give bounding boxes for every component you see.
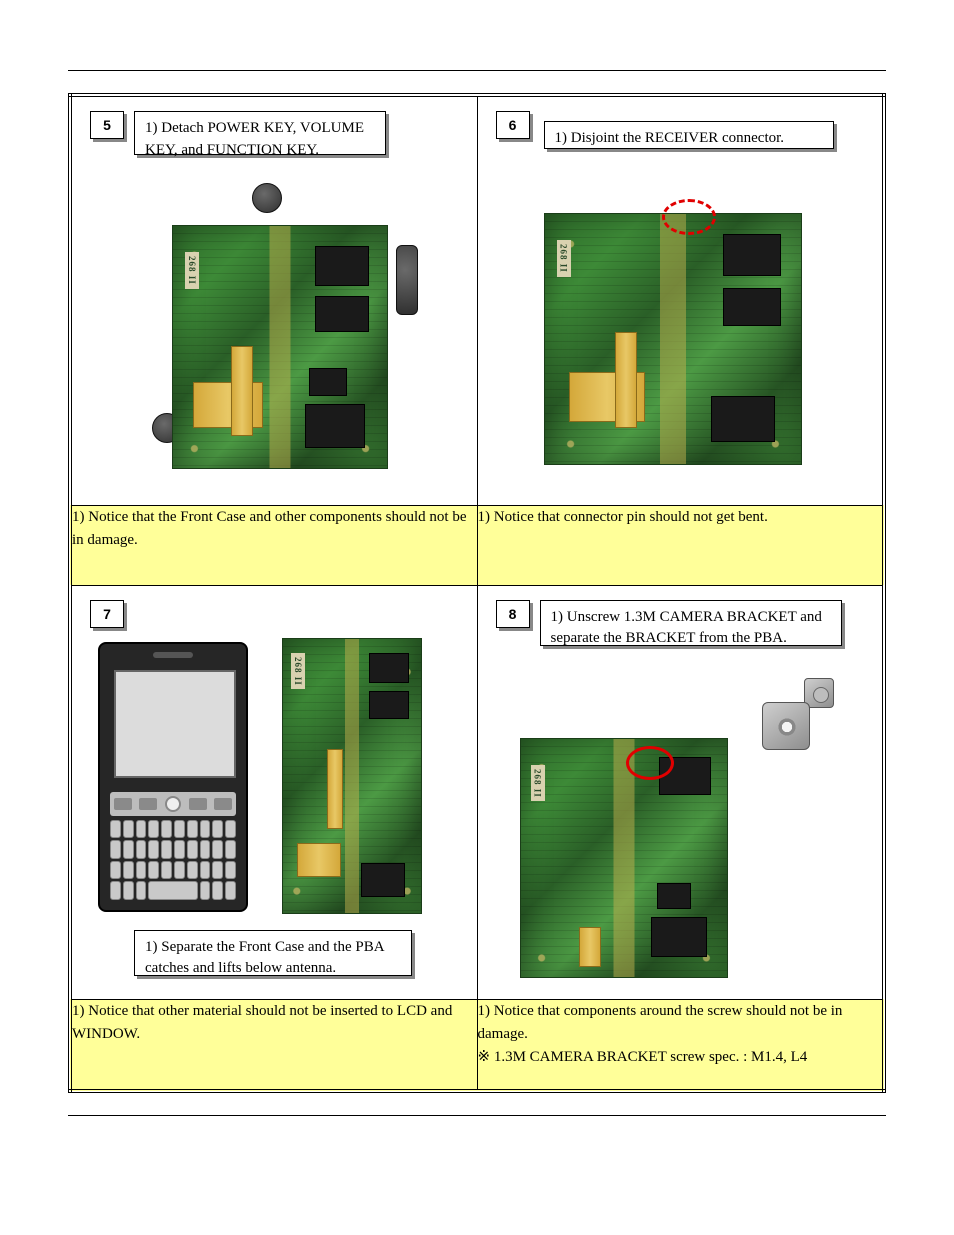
step-number-label: 5 xyxy=(90,111,124,139)
step-8-callout-text: 1) Unscrew 1.3M CAMERA BRACKET and separ… xyxy=(540,600,842,646)
step-7-number: 7 xyxy=(90,600,124,628)
step-8-number: 8 xyxy=(496,600,530,628)
step-5-pba-board: 268 II xyxy=(172,225,388,469)
board-marking: 268 II xyxy=(291,653,305,690)
step-8-note-line2: ※ 1.3M CAMERA BRACKET screw spec. : M1.4… xyxy=(478,1046,883,1069)
step-6-note: 1) Notice that connector pin should not … xyxy=(477,505,884,585)
camera-bracket-screw-highlight xyxy=(626,746,674,780)
step-5-note-text: 1) Notice that the Front Case and other … xyxy=(72,509,467,548)
step-number-label: 7 xyxy=(90,600,124,628)
camera-bracket-detached xyxy=(762,678,834,750)
power-key-detached xyxy=(252,183,282,213)
step-number-label: 6 xyxy=(496,111,530,139)
step-7-note-text: 1) Notice that other material should not… xyxy=(72,1003,452,1042)
step-7-callout: 1) Separate the Front Case and the PBA c… xyxy=(134,930,412,976)
qwerty-keyboard xyxy=(110,820,236,900)
board-marking: 268 II xyxy=(531,765,545,802)
page-bottom-rule xyxy=(68,1115,886,1116)
step-8-callout: 1) Unscrew 1.3M CAMERA BRACKET and separ… xyxy=(540,600,842,646)
step-6-pba-board: 268 II xyxy=(544,213,802,465)
step-7-callout-text: 1) Separate the Front Case and the PBA c… xyxy=(134,930,412,976)
step-6-number: 6 xyxy=(496,111,530,139)
step-7-note: 1) Notice that other material should not… xyxy=(70,999,477,1091)
step-6-note-text: 1) Notice that connector pin should not … xyxy=(478,509,768,525)
step-number-label: 8 xyxy=(496,600,530,628)
page-top-rule xyxy=(68,70,886,71)
step-5-cell: 5 1) Detach POWER KEY, VOLUME KEY, and F… xyxy=(70,95,477,505)
board-marking: 268 II xyxy=(557,240,571,277)
step-8-note-line1: 1) Notice that components around the scr… xyxy=(478,1000,883,1047)
step-6-cell: 6 1) Disjoint the RECEIVER connector. 26… xyxy=(477,95,884,505)
step-6-callout: 1) Disjoint the RECEIVER connector. xyxy=(544,121,834,149)
volume-key-detached xyxy=(396,245,418,315)
board-marking: 268 II xyxy=(185,252,199,289)
step-8-pba-board: 268 II xyxy=(520,738,728,978)
disassembly-steps-grid: 5 1) Detach POWER KEY, VOLUME KEY, and F… xyxy=(68,93,886,1093)
receiver-connector-highlight xyxy=(662,199,716,235)
step-5-note: 1) Notice that the Front Case and other … xyxy=(70,505,477,585)
step-7-cell: 7 268 II xyxy=(70,585,477,999)
step-5-number: 5 xyxy=(90,111,124,139)
step-8-note: 1) Notice that components around the scr… xyxy=(477,999,884,1091)
step-7-pba-board: 268 II xyxy=(282,638,422,914)
step-6-callout-text: 1) Disjoint the RECEIVER connector. xyxy=(544,121,834,149)
step-8-cell: 8 1) Unscrew 1.3M CAMERA BRACKET and sep… xyxy=(477,585,884,999)
step-5-callout-text: 1) Detach POWER KEY, VOLUME KEY, and FUN… xyxy=(134,111,386,155)
step-5-callout: 1) Detach POWER KEY, VOLUME KEY, and FUN… xyxy=(134,111,386,155)
lcd-window xyxy=(114,670,236,778)
front-case xyxy=(98,642,248,912)
